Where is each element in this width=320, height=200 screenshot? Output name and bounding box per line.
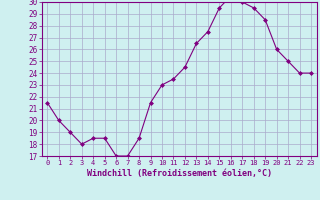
X-axis label: Windchill (Refroidissement éolien,°C): Windchill (Refroidissement éolien,°C) — [87, 169, 272, 178]
